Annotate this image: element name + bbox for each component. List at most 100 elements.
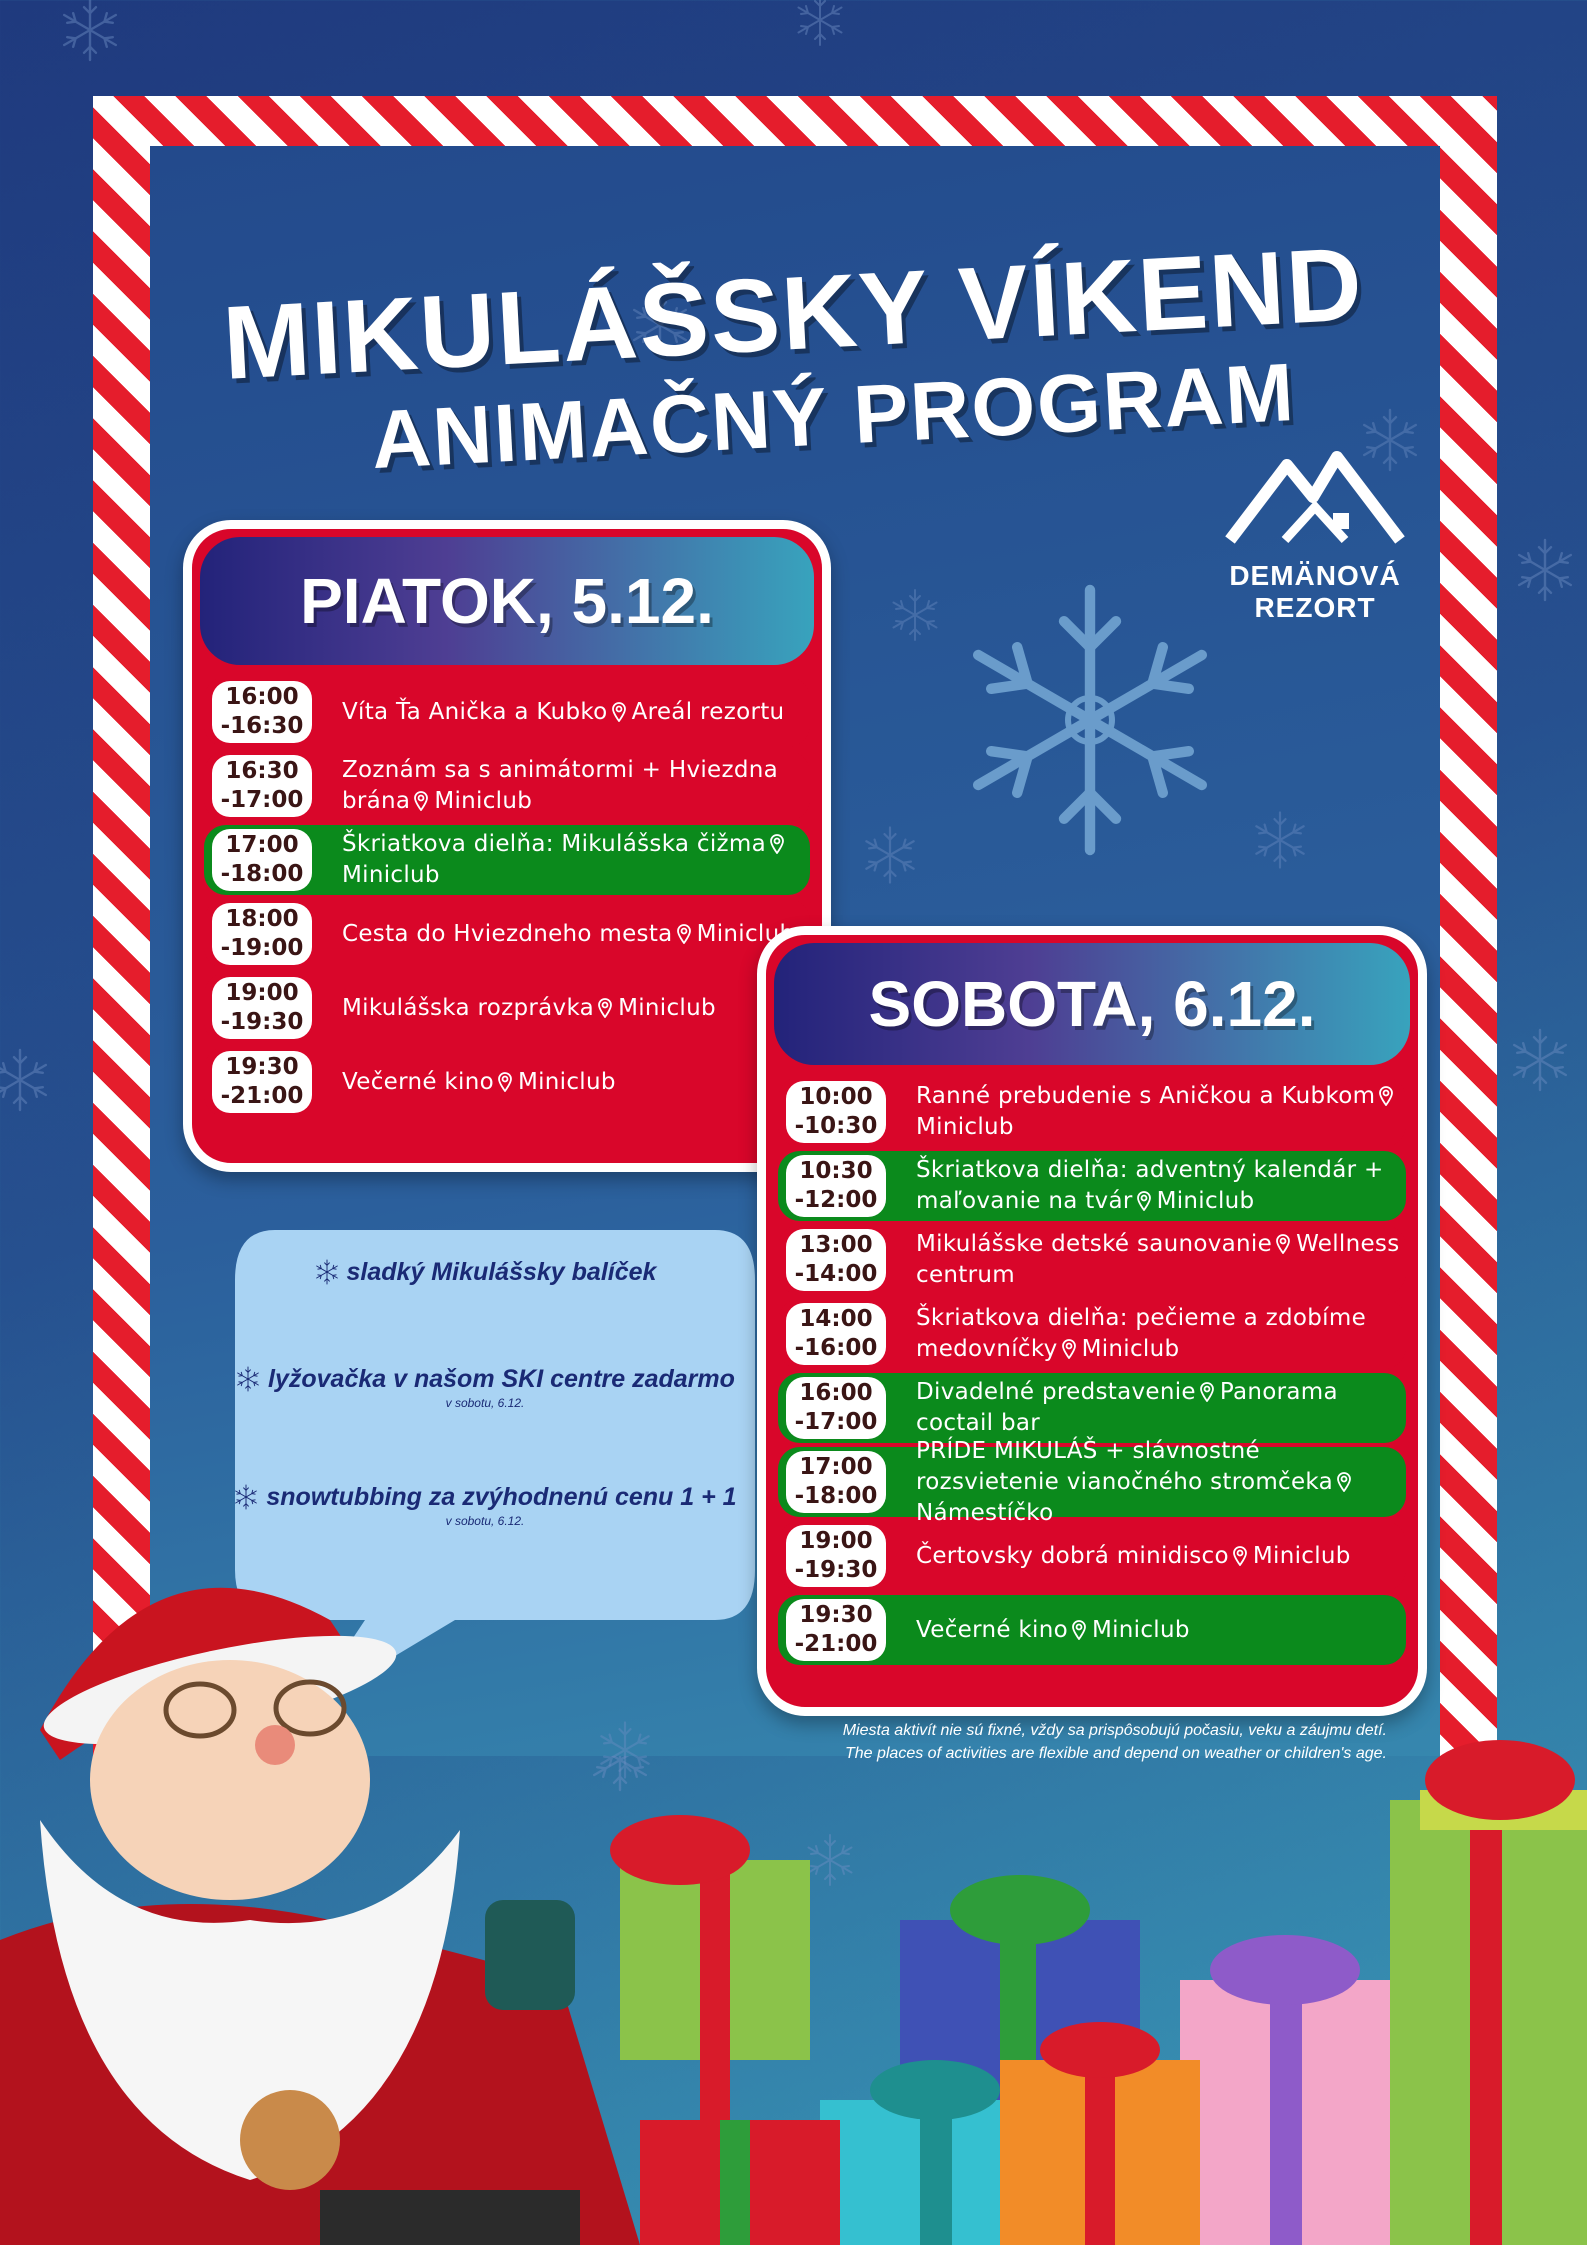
pin-shape bbox=[1136, 1191, 1151, 1211]
pin-icon bbox=[414, 791, 429, 811]
event-title: Škriatkova dielňa: adventný kalendár + m… bbox=[916, 1157, 1384, 1214]
event-text: PRÍDE MIKULÁŠ + slávnostné rozsvietenie … bbox=[916, 1436, 1406, 1529]
time-pill: 14:00 -16:00 bbox=[786, 1303, 886, 1365]
time-pill: 19:30 -21:00 bbox=[786, 1599, 886, 1661]
logo-text: DEMÄNOVÁ REZORT bbox=[1190, 560, 1440, 624]
time-end: -16:00 bbox=[794, 1335, 878, 1361]
time-start: 10:00 bbox=[799, 1084, 873, 1110]
speech-bubble bbox=[235, 1230, 755, 1710]
offer-icon bbox=[235, 1484, 258, 1510]
event-text: Večerné kino Miniclub bbox=[342, 1067, 616, 1098]
offer-text: sladký Mikulášsky balíček bbox=[346, 1258, 657, 1286]
time-start: 19:00 bbox=[799, 1528, 873, 1554]
time-pill: 19:00 -19:30 bbox=[212, 977, 312, 1039]
event-title: Cesta do Hviezdneho mesta bbox=[342, 920, 673, 947]
offer-text: lyžovačka v našom SKI centre zadarmo bbox=[268, 1365, 735, 1393]
pin-shape bbox=[498, 1071, 512, 1092]
offer: lyžovačka v našom SKI centre zadarmo v s… bbox=[230, 1365, 740, 1410]
pin-icon bbox=[770, 834, 784, 854]
event-place: Miniclub bbox=[1081, 1336, 1180, 1362]
event-row: 19:30 -21:00 Večerné kino Miniclub bbox=[204, 1047, 810, 1117]
logo-mark bbox=[1225, 451, 1405, 544]
time-end: -17:00 bbox=[794, 1409, 878, 1435]
event-row: 16:30 -17:00 Zoznám sa s animátormi + Hvie… bbox=[204, 751, 810, 821]
footer-note: The places of activities are flexible an… bbox=[844, 1745, 1387, 1762]
pin-shape bbox=[1337, 1471, 1351, 1492]
event-row: 14:00 -16:00 Škriatkova dielňa: pečieme a … bbox=[778, 1299, 1406, 1369]
time-end: -19:30 bbox=[794, 1557, 878, 1583]
pin-icon bbox=[1276, 1234, 1290, 1254]
offer-note: v sobotu, 6.12. bbox=[445, 1396, 525, 1410]
pin-icon bbox=[611, 701, 626, 722]
event-place: Námestíčko bbox=[916, 1499, 1054, 1526]
event-row: 16:00 -17:00 Divadelné predstavenie Panoram… bbox=[778, 1373, 1406, 1443]
time-pill: 16:00 -16:30 bbox=[212, 681, 312, 743]
time-start: 19:00 bbox=[225, 980, 299, 1006]
event-list: 10:00 -10:30 Ranné prebudenie s Aničkou a … bbox=[766, 1073, 1418, 1665]
time-pill: 16:00 -17:00 bbox=[786, 1377, 886, 1439]
event-place: Miniclub bbox=[1252, 1542, 1351, 1569]
event-place: Miniclub bbox=[342, 862, 440, 888]
event-place: Miniclub bbox=[517, 1068, 616, 1095]
event-place: Miniclub bbox=[434, 788, 533, 814]
time-start: 13:00 bbox=[799, 1232, 873, 1258]
pin-shape bbox=[1379, 1086, 1394, 1106]
event-title: Víta Ťa Anička a Kubko bbox=[342, 698, 608, 725]
day-panel: PIATOK, 5.12. 16:00 -16:30 Víta Ťa Anička … bbox=[183, 520, 831, 1172]
time-end: -21:00 bbox=[220, 1083, 304, 1109]
event-row: 17:00 -18:00 PRÍDE MIKULÁŠ + slávnostné ro… bbox=[778, 1438, 1406, 1526]
time-end: -16:30 bbox=[220, 713, 304, 739]
event-text: Čertovsky dobrá minidisco Miniclub bbox=[916, 1541, 1351, 1572]
offer: snowtubbing za zvýhodnenú cenu 1 + 1 v s… bbox=[230, 1483, 740, 1528]
pin-icon bbox=[1136, 1191, 1151, 1211]
event-title: Čertovsky dobrá minidisco bbox=[916, 1542, 1229, 1569]
event-text: Cesta do Hviezdneho mesta Miniclub bbox=[342, 919, 794, 950]
time-pill: 19:30 -21:00 bbox=[212, 1051, 312, 1113]
day-title: SOBOTA, 6.12. bbox=[774, 943, 1410, 1065]
pin-icon bbox=[1061, 1339, 1076, 1359]
time-start: 16:30 bbox=[225, 758, 299, 784]
event-title: Zoznám sa s animátormi + Hviezdna brána bbox=[342, 757, 779, 814]
event-place: Miniclub bbox=[1156, 1188, 1255, 1214]
event-place: Wellness centrum bbox=[916, 1231, 1400, 1288]
time-pill: 16:30 -17:00 bbox=[212, 755, 312, 817]
time-pill: 10:30 -12:00 bbox=[786, 1155, 886, 1217]
event-text: Škriatkova dielňa: Mikulášska čižma Minic… bbox=[342, 829, 810, 891]
pin-shape bbox=[611, 701, 626, 722]
pin-icon bbox=[1379, 1086, 1394, 1106]
pin-shape bbox=[676, 923, 691, 944]
event-text: Škriatkova dielňa: adventný kalendár + m… bbox=[916, 1155, 1406, 1217]
logo-line: REZORT bbox=[1254, 592, 1376, 623]
offer: sladký Mikulášsky balíček bbox=[230, 1258, 740, 1287]
day-panel: SOBOTA, 6.12. 10:00 -10:30 Ranné prebudeni… bbox=[757, 926, 1427, 1716]
event-row: 10:30 -12:00 Škriatkova dielňa: adventný k… bbox=[778, 1151, 1406, 1221]
event-text: Víta Ťa Anička a Kubko Areál rezortu bbox=[342, 697, 784, 728]
time-end: -17:00 bbox=[220, 787, 304, 813]
event-title: Ranné prebudenie s Aničkou a Kubkom bbox=[916, 1083, 1376, 1109]
event-title: PRÍDE MIKULÁŠ + slávnostné rozsvietenie … bbox=[916, 1437, 1334, 1495]
time-pill: 18:00 -19:00 bbox=[212, 903, 312, 965]
big-snowflake bbox=[940, 570, 1240, 870]
event-title: Škriatkova dielňa: pečieme a zdobíme med… bbox=[916, 1305, 1367, 1362]
pin-shape bbox=[1276, 1234, 1290, 1254]
pin-shape bbox=[598, 997, 612, 1018]
event-title: Večerné kino bbox=[916, 1616, 1068, 1643]
time-start: 14:00 bbox=[799, 1306, 873, 1332]
event-row: 19:00 -19:30 Mikulášska rozprávka Miniclub bbox=[204, 973, 810, 1043]
time-end: -19:00 bbox=[220, 935, 304, 961]
time-start: 16:00 bbox=[225, 684, 299, 710]
illustration bbox=[0, 1587, 1587, 2245]
pin-icon bbox=[676, 923, 691, 944]
offer-text: snowtubbing za zvýhodnenú cenu 1 + 1 bbox=[266, 1483, 737, 1511]
time-start: 10:30 bbox=[799, 1158, 873, 1184]
time-end: -18:00 bbox=[794, 1483, 878, 1509]
time-pill: 13:00 -14:00 bbox=[786, 1229, 886, 1291]
event-row: 19:30 -21:00 Večerné kino Miniclub bbox=[778, 1595, 1406, 1665]
event-place: Miniclub bbox=[618, 994, 716, 1021]
pin-shape bbox=[1061, 1339, 1076, 1359]
time-pill: 19:00 -19:30 bbox=[786, 1525, 886, 1587]
pin-icon bbox=[1337, 1471, 1351, 1492]
time-start: 19:30 bbox=[225, 1054, 299, 1080]
event-row: 13:00 -14:00 Mikulášske detské saunovanie W… bbox=[778, 1225, 1406, 1295]
pin-shape bbox=[1199, 1382, 1214, 1402]
